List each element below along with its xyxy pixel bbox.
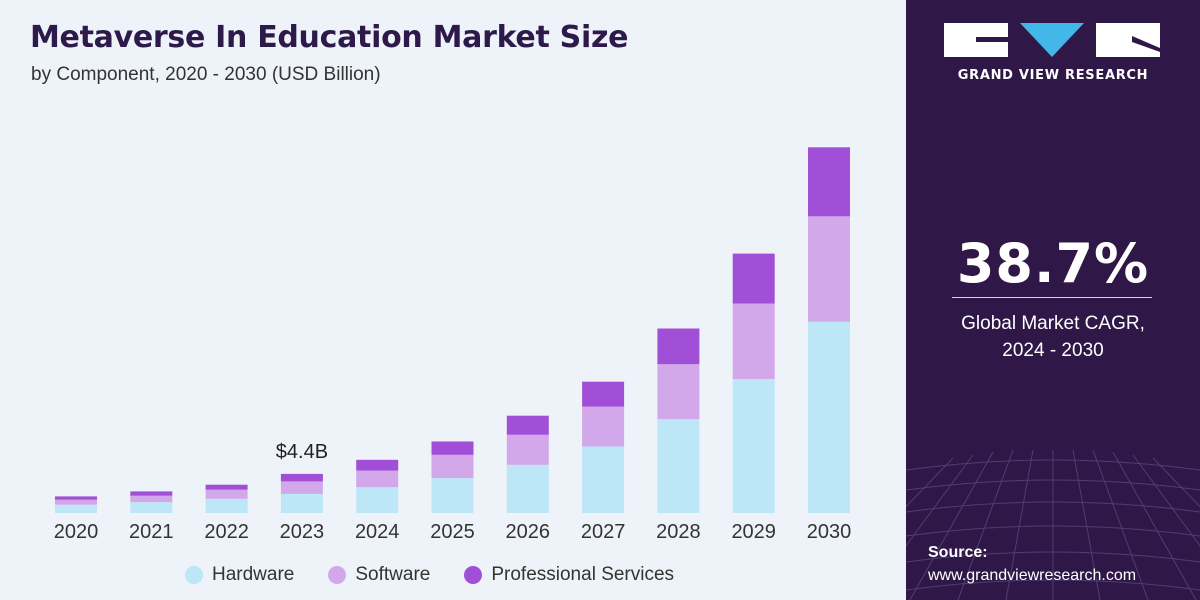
data-label-2023: $4.4B xyxy=(276,441,328,463)
bar-software-2030 xyxy=(808,216,850,322)
x-tick-label-2022: 2022 xyxy=(204,521,249,543)
x-tick-label-2020: 2020 xyxy=(54,521,99,543)
bar-professional-services-2024 xyxy=(356,459,399,471)
cagr-label-line1: Global Market CAGR, xyxy=(961,313,1145,334)
bar-hardware-2021 xyxy=(130,502,173,513)
bar-professional-services-2022 xyxy=(205,484,248,490)
x-tick-label-2026: 2026 xyxy=(506,521,551,543)
bar-software-2021 xyxy=(130,495,173,503)
bar-hardware-2030 xyxy=(808,321,850,513)
x-tick-label-2025: 2025 xyxy=(430,521,475,543)
legend-label-professional-services: Professional Services xyxy=(491,564,675,585)
cagr-value: 38.7% xyxy=(956,232,1150,295)
bar-hardware-2025 xyxy=(431,478,474,513)
legend-item-professional-services: Professional Services xyxy=(464,564,674,586)
bar-software-2025 xyxy=(431,454,474,479)
x-tick-label-2030: 2030 xyxy=(807,521,852,543)
chart-title: Metaverse In Education Market Size xyxy=(30,20,629,55)
bar-software-2028 xyxy=(657,364,700,420)
bar-hardware-2022 xyxy=(205,498,248,513)
grid-decoration xyxy=(906,449,1200,600)
bar-hardware-2026 xyxy=(506,464,549,513)
bar-professional-services-2023 xyxy=(280,473,323,482)
bar-professional-services-2020 xyxy=(55,496,97,500)
x-tick-label-2024: 2024 xyxy=(355,521,400,543)
bar-software-2029 xyxy=(732,303,775,380)
x-tick-label-2023: 2023 xyxy=(280,521,325,543)
legend-item-hardware: Hardware xyxy=(185,564,294,586)
bar-hardware-2020 xyxy=(55,504,97,513)
bar-software-2024 xyxy=(356,470,399,488)
legend-item-software: Software xyxy=(328,564,430,586)
bar-professional-services-2021 xyxy=(130,491,173,496)
bar-professional-services-2028 xyxy=(657,328,700,365)
grand-view-research-logo: GRAND VIEW RESEARCH xyxy=(944,22,1160,83)
x-tick-label-2028: 2028 xyxy=(656,521,701,543)
source-link[interactable]: www.grandviewresearch.com xyxy=(928,567,1137,584)
chart-area: Metaverse In Education Market Size by Co… xyxy=(30,20,852,588)
legend-label-hardware: Hardware xyxy=(212,564,295,585)
bar-hardware-2027 xyxy=(582,446,625,513)
legend-swatch-professional-services xyxy=(464,566,483,584)
bar-software-2026 xyxy=(506,434,549,465)
bar-hardware-2028 xyxy=(657,419,700,513)
bar-hardware-2024 xyxy=(356,487,399,513)
chart-legend: Hardware Software Professional Services xyxy=(185,562,674,588)
source-label: Source: xyxy=(928,544,988,561)
stacked-bar-chart: 2020 2021 2022 2023 2024 2025 2026 2027 2028 2029… xyxy=(54,147,852,543)
bar-software-2022 xyxy=(205,489,248,499)
bar-software-2020 xyxy=(55,499,97,505)
bar-professional-services-2026 xyxy=(506,415,549,435)
bar-hardware-2029 xyxy=(732,379,775,513)
sidebar-panel: GRAND VIEW RESEARCH 38.7% Global Market … xyxy=(906,0,1200,600)
legend-swatch-hardware xyxy=(185,566,203,584)
bar-professional-services-2029 xyxy=(732,253,775,304)
chart-subtitle: by Component, 2020 - 2030 (USD Billion) xyxy=(31,64,381,85)
legend-swatch-software xyxy=(328,566,347,584)
bar-professional-services-2030 xyxy=(808,147,850,217)
legend-label-software: Software xyxy=(355,564,431,585)
bar-professional-services-2025 xyxy=(431,441,474,455)
bar-hardware-2023 xyxy=(280,493,323,513)
x-tick-label-2021: 2021 xyxy=(129,521,174,543)
logo-text: GRAND VIEW RESEARCH xyxy=(957,68,1149,83)
bar-software-2027 xyxy=(582,406,625,447)
x-tick-label-2027: 2027 xyxy=(581,521,626,543)
bar-software-2023 xyxy=(280,481,323,494)
x-tick-label-2029: 2029 xyxy=(731,521,776,543)
bar-professional-services-2027 xyxy=(582,381,625,407)
logo-mark xyxy=(944,23,1160,57)
cagr-label-line2: 2024 - 2030 xyxy=(1002,340,1104,361)
cagr-divider xyxy=(952,297,1152,298)
cagr-label: Global Market CAGR, 2024 - 2030 xyxy=(906,310,1200,364)
